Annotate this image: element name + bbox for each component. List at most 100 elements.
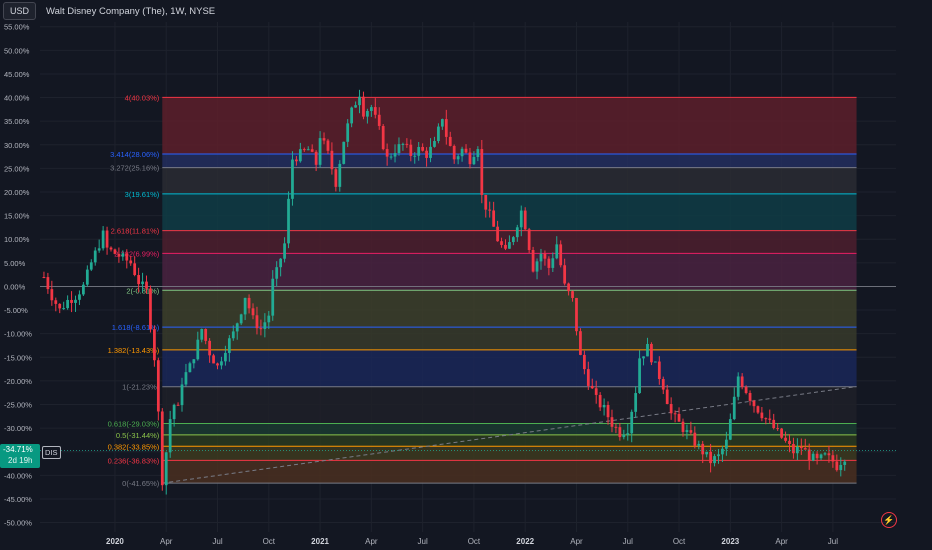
candle-body xyxy=(137,275,140,285)
candle-body xyxy=(728,419,732,440)
y-tick-label: 10.00% xyxy=(4,235,30,244)
y-tick-label: 40.00% xyxy=(4,94,30,103)
candle-body xyxy=(405,143,409,145)
candle-body xyxy=(184,372,188,385)
y-tick-label: -10.00% xyxy=(4,330,32,339)
candle-body xyxy=(283,243,286,259)
candle-body xyxy=(58,303,62,309)
candle-body xyxy=(515,227,519,238)
candle-body xyxy=(164,452,168,486)
candle-body xyxy=(468,152,472,165)
candle-body xyxy=(298,149,302,162)
candle-body xyxy=(488,209,492,211)
candle-body xyxy=(204,329,208,341)
candle-body xyxy=(429,146,432,158)
candle-body xyxy=(807,449,811,461)
candle-body xyxy=(677,413,681,422)
candle-body xyxy=(504,244,507,249)
candle-body xyxy=(153,329,156,361)
y-tick-label: 30.00% xyxy=(4,141,30,150)
candle-body xyxy=(417,146,421,156)
y-tick-label: -40.00% xyxy=(4,471,32,480)
x-tick-label: Apr xyxy=(365,537,378,546)
candle-body xyxy=(200,329,204,340)
currency-button[interactable]: USD xyxy=(3,2,37,20)
x-tick-label: Apr xyxy=(160,537,173,546)
fib-level-label: 4(40.03%) xyxy=(125,93,160,102)
candle-body xyxy=(192,359,196,364)
fib-level-label: 0.618(-29.03%) xyxy=(108,420,160,429)
y-tick-label: 50.00% xyxy=(4,46,30,55)
candle-body xyxy=(113,249,117,254)
fib-level-label: 3.414(28.06%) xyxy=(110,150,160,159)
candle-body xyxy=(508,242,511,249)
candle-body xyxy=(796,446,799,454)
candle-body xyxy=(326,140,330,151)
candle-body xyxy=(101,230,105,249)
candle-body xyxy=(172,404,176,420)
candle-body xyxy=(815,453,819,459)
candle-body xyxy=(827,453,831,456)
fib-level-label: 1.382(-13.43%) xyxy=(108,346,160,355)
symbol-label: DIS xyxy=(42,446,61,459)
candle-body xyxy=(216,363,219,366)
candle-body xyxy=(314,151,318,165)
candle-body xyxy=(93,250,97,263)
candle-body xyxy=(669,404,673,414)
candle-body xyxy=(701,443,705,455)
candle-body xyxy=(50,289,54,301)
candle-body xyxy=(251,308,255,316)
candle-body xyxy=(259,328,263,330)
candle-body xyxy=(117,253,121,257)
candle-body xyxy=(523,210,527,230)
candle-body xyxy=(389,156,393,158)
candle-body xyxy=(567,283,570,292)
candle-body xyxy=(437,126,440,141)
candle-body xyxy=(571,291,574,298)
candle-body xyxy=(220,361,223,366)
fib-level-label: 2.618(11.81%) xyxy=(111,227,160,236)
candle-body xyxy=(74,299,77,303)
candle-body xyxy=(500,241,503,245)
candle-body xyxy=(350,107,354,124)
fib-band xyxy=(162,290,857,328)
lightning-icon[interactable]: ⚡ xyxy=(881,512,897,528)
candle-body xyxy=(70,299,73,303)
candle-body xyxy=(539,253,543,262)
fib-band xyxy=(162,446,857,461)
candle-body xyxy=(334,169,338,187)
candle-body xyxy=(586,369,590,386)
candle-body xyxy=(397,144,401,154)
candle-body xyxy=(634,393,638,412)
candle-body xyxy=(295,159,298,162)
candle-body xyxy=(484,194,488,210)
candle-body xyxy=(559,244,563,266)
x-tick-label: Jul xyxy=(828,537,838,546)
x-tick-label: Jul xyxy=(212,537,222,546)
candle-body xyxy=(803,448,807,450)
candle-body xyxy=(421,146,425,151)
x-tick-label: 2022 xyxy=(516,537,534,546)
candle-body xyxy=(575,297,578,332)
candle-body xyxy=(590,385,594,389)
candle-body xyxy=(689,430,693,433)
fib-band xyxy=(162,167,857,194)
x-tick-label: Oct xyxy=(468,537,481,546)
candle-body xyxy=(685,430,689,432)
candle-body xyxy=(125,253,129,261)
candle-body xyxy=(342,141,346,164)
candle-body xyxy=(622,434,626,438)
candle-body xyxy=(709,451,712,464)
candle-body xyxy=(66,299,69,309)
x-tick-label: Jul xyxy=(418,537,428,546)
candle-body xyxy=(661,379,665,390)
candle-body xyxy=(642,356,645,359)
candle-body xyxy=(433,140,436,147)
candle-body xyxy=(843,461,847,465)
candle-body xyxy=(377,114,381,126)
candle-body xyxy=(721,448,724,455)
x-tick-label: 2020 xyxy=(106,537,124,546)
fib-band xyxy=(162,153,857,168)
